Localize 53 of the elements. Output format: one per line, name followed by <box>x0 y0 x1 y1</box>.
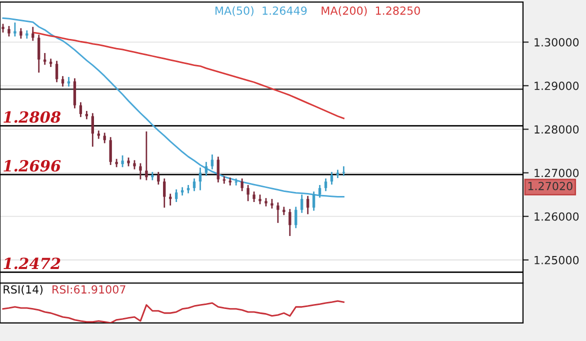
candlestick <box>216 156 220 184</box>
y-tick-label: 1.28000 <box>534 125 579 134</box>
y-tick-label: 1.27000 <box>534 168 579 178</box>
candlestick <box>192 178 196 192</box>
y-tick-label: 1.26000 <box>534 212 579 221</box>
candlestick <box>288 208 292 237</box>
candlestick <box>252 190 256 203</box>
candlestick <box>157 171 160 186</box>
candlestick <box>79 102 82 118</box>
text: MA(50) 1.26449 <box>216 6 307 16</box>
candlestick <box>121 154 124 168</box>
ref-line-label: 1.2472 <box>4 258 60 270</box>
candlestick <box>270 198 274 210</box>
candlestick <box>324 178 328 192</box>
candlestick <box>246 184 250 202</box>
candlestick <box>210 154 214 170</box>
candlestick <box>204 161 208 177</box>
candlestick <box>312 190 316 212</box>
candlestick <box>139 162 142 180</box>
candlestick <box>8 25 10 38</box>
candlestick <box>14 22 16 38</box>
candlestick <box>258 194 262 205</box>
candlestick <box>38 34 40 74</box>
series-label: RSI:61.91007 <box>52 285 126 294</box>
candlestick <box>73 78 76 110</box>
candlestick <box>276 202 280 224</box>
candlestick <box>294 206 298 229</box>
candlestick <box>55 60 58 83</box>
y-tick-label: 1.30000 <box>534 38 579 47</box>
candlestick <box>145 130 148 181</box>
candlestick <box>91 112 94 148</box>
candlestick <box>318 184 322 198</box>
candlestick <box>234 178 238 186</box>
y-tick-label: 1.25000 <box>534 256 579 264</box>
candlestick <box>342 166 346 177</box>
chart-title: RSI(14) <box>4 285 43 295</box>
ref-line-label: 1.2808 <box>4 111 61 123</box>
candlestick <box>133 159 136 170</box>
candlestick <box>330 171 334 186</box>
y-tick-label: 1.29000 <box>534 82 579 90</box>
candlestick <box>61 75 64 88</box>
candlestick <box>20 27 22 40</box>
candlestick <box>300 194 304 214</box>
text: MA(200) 1.28250 <box>322 6 420 16</box>
text: 1.27020 <box>528 182 572 190</box>
candlestick <box>109 136 112 166</box>
candlestick <box>306 195 310 215</box>
ref-line-label: 1.2696 <box>4 160 61 172</box>
candlestick <box>32 26 34 42</box>
candlestick <box>163 178 166 208</box>
candlestick <box>174 188 178 203</box>
candlestick <box>198 166 202 191</box>
candlestick <box>240 178 244 192</box>
